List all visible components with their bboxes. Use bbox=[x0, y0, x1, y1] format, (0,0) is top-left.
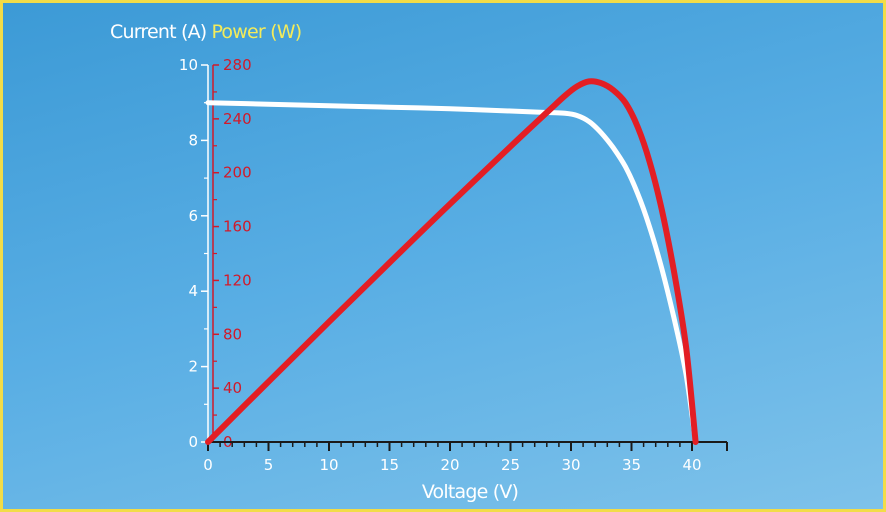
voltage-tick-label: 15 bbox=[380, 456, 399, 474]
voltage-tick-label: 10 bbox=[319, 456, 338, 474]
axis-series-labels: Current (A) Power (W) bbox=[110, 20, 302, 44]
power-tick-label: 40 bbox=[223, 379, 242, 397]
current-axis-label: Current (A) bbox=[110, 21, 207, 43]
voltage-tick-label: 0 bbox=[203, 456, 213, 474]
power-tick-label: 160 bbox=[223, 218, 252, 236]
current-tick-label: 10 bbox=[179, 56, 198, 74]
voltage-tick-label: 35 bbox=[622, 456, 641, 474]
power-tick-label: 120 bbox=[223, 271, 252, 289]
power-tick-label: 280 bbox=[223, 56, 252, 74]
current-tick-label: 8 bbox=[188, 131, 198, 149]
current-tick-label: 2 bbox=[188, 358, 198, 376]
voltage-tick-label: 30 bbox=[561, 456, 580, 474]
voltage-tick-label: 20 bbox=[440, 456, 459, 474]
power-tick-label: 80 bbox=[223, 325, 242, 343]
power-curve bbox=[205, 78, 699, 445]
power-tick-label: 240 bbox=[223, 110, 252, 128]
current-tick-label: 4 bbox=[188, 282, 198, 300]
current-curve bbox=[205, 100, 699, 445]
voltage-tick-label: 25 bbox=[501, 456, 520, 474]
current-tick-label: 6 bbox=[188, 207, 198, 225]
current-tick-label: 0 bbox=[188, 433, 198, 451]
x-axis-label: Voltage (V) bbox=[422, 481, 518, 503]
voltage-tick-label: 5 bbox=[264, 456, 274, 474]
voltage-tick-label: 40 bbox=[682, 456, 701, 474]
power-tick-label: 200 bbox=[223, 164, 252, 182]
power-axis-label: Power (W) bbox=[211, 21, 302, 43]
